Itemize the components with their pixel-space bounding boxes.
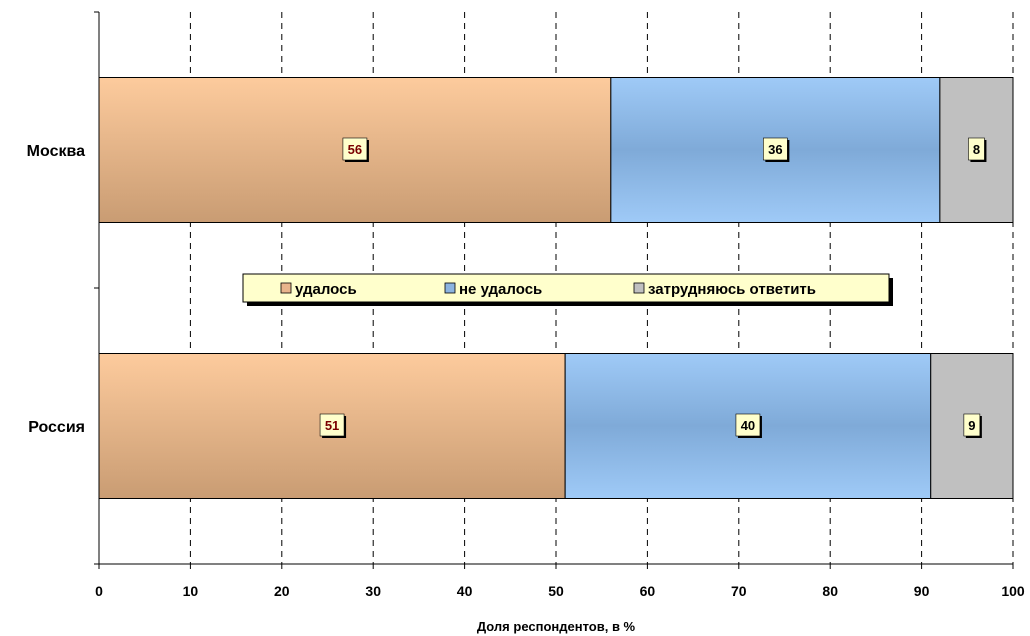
x-tick-label: 60 [640, 583, 656, 599]
x-tick-label: 40 [457, 583, 473, 599]
x-tick-label: 50 [548, 583, 564, 599]
data-labels: 56 36 8 51 40 9 [319, 137, 987, 438]
data-label-bg [968, 137, 985, 161]
legend-label-ne-udalos: не удалось [459, 281, 542, 298]
legend-swatch-udalos [280, 282, 292, 294]
category-label: Москва [27, 143, 85, 160]
data-label-text: 8 [973, 142, 980, 157]
data-label: 8 [968, 137, 987, 162]
data-label-bg [735, 413, 761, 437]
legend-swatch-ne-udalos [444, 282, 456, 294]
x-axis-title: Доля респондентов, в % [477, 619, 636, 634]
x-tick-label: 0 [95, 583, 103, 599]
data-label: 56 [342, 137, 369, 162]
legend-box [242, 273, 890, 303]
x-tick-label: 10 [183, 583, 199, 599]
data-label: 51 [319, 413, 347, 438]
x-tick-label: 20 [274, 583, 290, 599]
x-tick-label: 70 [731, 583, 747, 599]
data-label-text: 51 [325, 418, 339, 433]
legend-label-zatrudnyayus: затрудняюсь ответить [648, 281, 816, 298]
data-label: 9 [963, 413, 982, 438]
data-label-bg [342, 137, 368, 161]
data-label: 36 [763, 137, 790, 162]
category-label: Россия [28, 419, 85, 436]
x-tick-label: 30 [365, 583, 381, 599]
data-label-text: 40 [741, 418, 755, 433]
data-label-bg [319, 413, 345, 437]
data-label-text: 56 [348, 142, 362, 157]
legend: удалось не удалось затрудняюсь ответить [242, 273, 893, 306]
legend-label-udalos: удалось [295, 281, 357, 298]
x-tick-label: 100 [1001, 583, 1025, 599]
data-label-bg [963, 413, 981, 437]
axes: Москва Россия 0 10 20 30 40 50 60 70 80 90 100 [27, 11, 1025, 599]
data-label-text: 36 [768, 142, 782, 157]
x-tick-label: 80 [822, 583, 838, 599]
data-label-bg [763, 137, 788, 161]
x-tick-label: 90 [914, 583, 930, 599]
data-label: 40 [735, 413, 762, 438]
data-label-text: 9 [968, 418, 975, 433]
legend-swatch-zatrudnyayus [633, 282, 645, 294]
